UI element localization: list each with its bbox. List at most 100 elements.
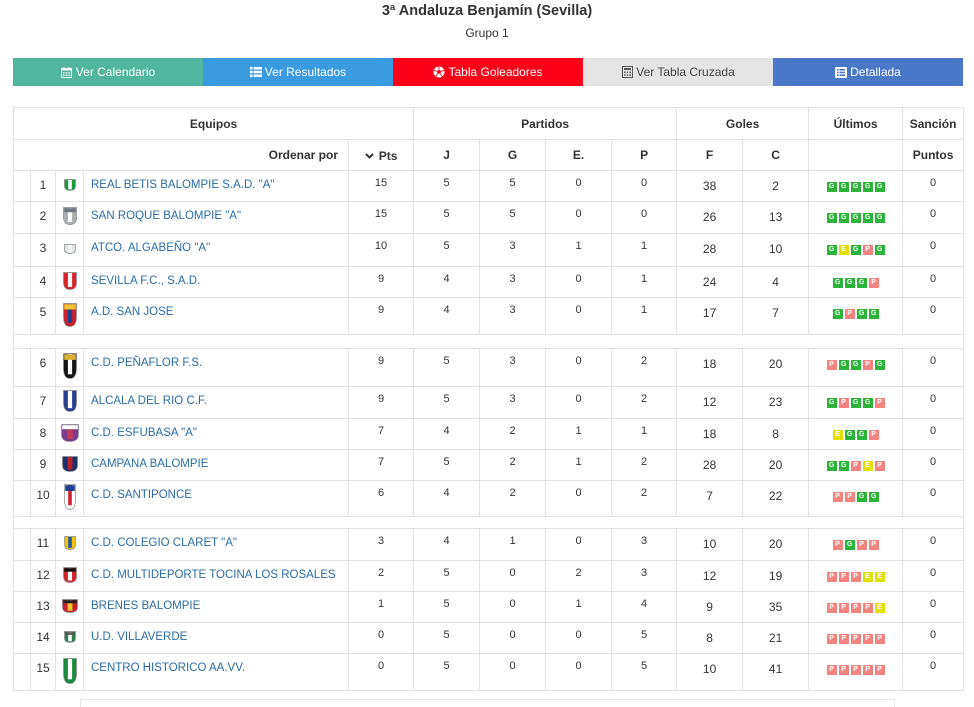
drawn-cell: 0 (545, 201, 613, 234)
lost-cell: 4 (611, 591, 678, 623)
result-badge-win: G (838, 213, 849, 223)
team-link[interactable]: U.D. VILLAVERDE (91, 631, 188, 643)
top-scorers-label: Tabla Goleadores (448, 65, 543, 79)
view-calendar-button[interactable]: Ver Calendario (13, 58, 203, 86)
result-badge-loss: P (832, 492, 843, 502)
won-column-header: G (479, 139, 547, 171)
points-cell: 15 (347, 201, 415, 234)
team-link[interactable]: CENTRO HISTORICO AA.VV. (91, 662, 246, 674)
row-marker-cell (13, 233, 31, 267)
crest-cell (55, 591, 84, 623)
detailed-view-button[interactable]: Detallada (773, 58, 963, 86)
sevilla-fc-crest-icon (62, 271, 77, 290)
result-badge-loss: P (868, 278, 879, 288)
goals-for-cell: 12 (676, 560, 744, 592)
cross-table-button[interactable]: Ver Tabla Cruzada (583, 58, 773, 86)
sanction-points-cell: 0 (902, 266, 965, 298)
result-badge-win: G (874, 245, 885, 255)
result-badge-win: G (850, 360, 861, 370)
result-badge-win: G (838, 461, 849, 471)
drawn-cell: 0 (545, 528, 613, 561)
result-badge-win: G (874, 360, 885, 370)
crest-cell (55, 560, 84, 592)
team-link[interactable]: C.D. MULTIDEPORTE TOCINA LOS ROSALES (91, 569, 336, 581)
sanction-points-cell: 0 (902, 622, 965, 654)
result-badge-loss: P (874, 665, 885, 675)
team-link[interactable]: ALCALA DEL RIO C.F. (91, 395, 207, 407)
view-results-button[interactable]: Ver Resultados (203, 58, 393, 86)
goals-for-column-header: F (676, 139, 744, 171)
drawn-cell: 1 (545, 591, 613, 623)
position-cell: 4 (30, 266, 56, 298)
crest-cell (55, 170, 84, 202)
row-marker-cell (13, 449, 31, 481)
played-cell: 4 (413, 480, 481, 517)
crest-cell (55, 297, 84, 335)
won-cell: 2 (479, 418, 547, 450)
result-badge-win: G (826, 182, 837, 192)
sanction-points-cell: 0 (902, 591, 965, 623)
result-badge-win: G (826, 398, 837, 408)
result-badge-loss: P (862, 634, 873, 644)
result-badge-loss: P (826, 603, 837, 613)
standings-row: 4 SEVILLA F.C., S.A.D. 9 4 3 0 1 24 4 G G G P 0 (13, 266, 965, 298)
goals-for-cell: 24 (676, 266, 744, 298)
won-cell: 3 (479, 233, 547, 267)
goals-against-cell: 20 (742, 528, 810, 561)
cd-esfubasa-crest-icon (60, 423, 79, 442)
team-link[interactable]: C.D. SANTIPONCE (91, 489, 192, 501)
standings-row: 11 C.D. COLEGIO CLARET "A" 3 4 1 0 3 10 20 P G P P 0 (13, 528, 965, 561)
result-badge-win: G (844, 540, 855, 550)
row-marker-cell (13, 528, 31, 561)
result-badge-win: G (856, 309, 867, 319)
sanction-points-cell: 0 (902, 418, 965, 450)
team-link[interactable]: A.D. SAN JOSE (91, 306, 174, 318)
points-cell: 9 (347, 348, 415, 387)
lost-cell: 1 (611, 266, 678, 298)
drawn-cell: 0 (545, 266, 613, 298)
points-column-header[interactable]: Pts (347, 139, 415, 171)
result-badge-win: G (868, 492, 879, 502)
colegio-claret-crest-icon (63, 536, 76, 550)
header-group-row: Equipos Partidos Goles Últimos Sanción (12, 107, 965, 140)
won-cell: 0 (479, 653, 547, 691)
team-link[interactable]: SAN ROQUE BALOMPIE "A" (91, 210, 242, 222)
position-cell: 13 (30, 591, 56, 623)
team-link[interactable]: BRENES BALOMPIE (91, 600, 201, 612)
team-link[interactable]: C.D. PEÑAFLOR F.S. (91, 357, 203, 369)
crest-cell (55, 348, 84, 387)
drawn-cell: 1 (545, 233, 613, 267)
sort-points-control[interactable]: Pts (364, 149, 397, 163)
lost-column-header: P (611, 139, 678, 171)
team-link[interactable]: CAMPANA BALOMPIE (91, 458, 209, 470)
team-link[interactable]: REAL BETIS BALOMPIE S.A.D. "A" (91, 179, 275, 191)
lost-cell: 0 (611, 170, 678, 202)
crest-cell (55, 622, 84, 654)
team-link[interactable]: C.D. ESFUBASA "A" (91, 427, 197, 439)
result-badge-win: G (826, 213, 837, 223)
played-cell: 4 (413, 266, 481, 298)
played-column-header: J (413, 139, 481, 171)
goals-for-cell: 18 (676, 348, 744, 387)
group-separator (12, 516, 965, 529)
drawn-cell: 1 (545, 449, 613, 481)
played-cell: 5 (413, 653, 481, 691)
lost-cell: 2 (611, 480, 678, 517)
goals-against-cell: 20 (742, 348, 810, 387)
last-results-group-header: Últimos (808, 107, 904, 140)
row-marker-cell (13, 591, 31, 623)
result-badge-loss: P (826, 665, 837, 675)
position-cell: 14 (30, 622, 56, 654)
team-link[interactable]: SEVILLA F.C., S.A.D. (91, 275, 201, 287)
standings-row: 3 ATCO. ALGABEÑO "A" 10 5 3 1 1 28 10 G E G P G 0 (13, 233, 965, 267)
tocina-los-rosales-crest-icon (62, 566, 77, 583)
standings-row: 5 A.D. SAN JOSE 9 4 3 0 1 17 7 G P G G 0 (13, 297, 965, 335)
won-cell: 2 (479, 449, 547, 481)
won-cell: 5 (479, 170, 547, 202)
team-link[interactable]: ATCO. ALGABEÑO "A" (91, 242, 211, 254)
team-link[interactable]: C.D. COLEGIO CLARET "A" (91, 537, 237, 549)
top-scorers-button[interactable]: Tabla Goleadores (393, 58, 583, 86)
